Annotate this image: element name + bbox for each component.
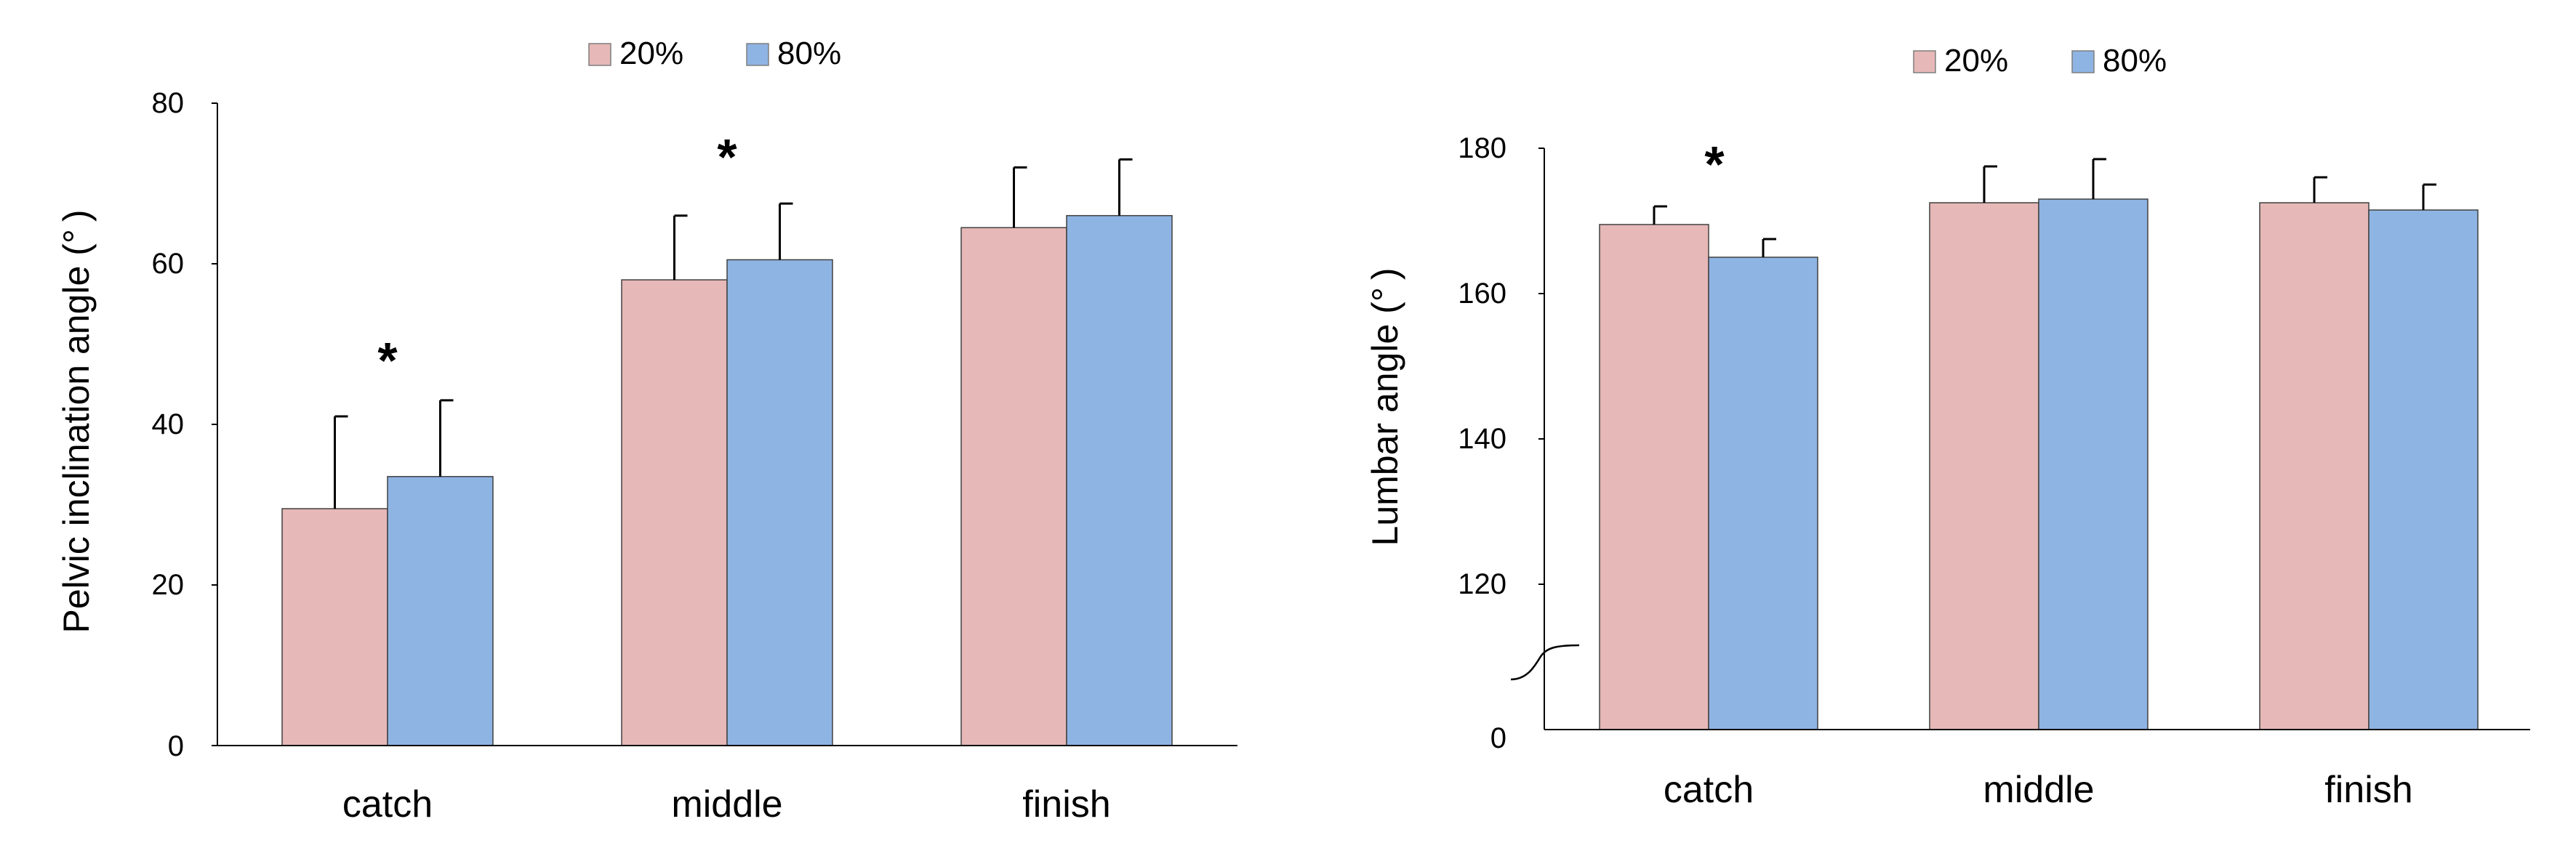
legend-label-80: 80% bbox=[777, 36, 841, 71]
bar-middle-20% bbox=[621, 279, 728, 746]
y-axis-title: Pelvic inclination angle (° ) bbox=[56, 209, 97, 633]
bar-middle-20% bbox=[1929, 202, 2039, 730]
y-tick-labels: 0 20 40 60 80 bbox=[152, 87, 185, 762]
error-bars bbox=[334, 158, 1133, 509]
error-bar bbox=[779, 202, 793, 260]
y-ticks bbox=[1538, 148, 1544, 585]
bar-catch-80% bbox=[387, 476, 494, 746]
error-bar bbox=[334, 415, 348, 509]
y-tick-label: 40 bbox=[152, 408, 185, 440]
legend-label-80: 80% bbox=[2103, 43, 2167, 78]
bar-catch-20% bbox=[1599, 224, 1709, 730]
y-tick-label: 160 bbox=[1458, 278, 1506, 310]
category-labels: catch middle finish bbox=[1664, 769, 2413, 811]
y-ticks bbox=[212, 102, 217, 746]
y-tick-label: 60 bbox=[152, 248, 185, 280]
bar-middle-80% bbox=[726, 259, 833, 746]
error-bar bbox=[1013, 166, 1027, 228]
category-label-finish: finish bbox=[2324, 769, 2412, 811]
category-label-catch: catch bbox=[342, 783, 433, 825]
legend-swatch-20 bbox=[588, 43, 611, 66]
bar-finish-80% bbox=[1066, 214, 1173, 746]
error-bar bbox=[2313, 176, 2327, 203]
category-label-middle: middle bbox=[1983, 769, 2094, 811]
bar-finish-80% bbox=[2368, 209, 2479, 730]
y-tick-labels: 0 120 140 160 180 bbox=[1458, 132, 1506, 754]
legend-swatch-80 bbox=[2071, 50, 2095, 73]
legend: 20% 80% bbox=[588, 36, 841, 71]
significance-marker: * bbox=[1704, 136, 1725, 193]
y-tick-label: 0 bbox=[168, 730, 184, 762]
category-label-middle: middle bbox=[671, 783, 782, 825]
significance-markers: * bbox=[1704, 136, 1725, 193]
legend: 20% 80% bbox=[1913, 43, 2167, 78]
bar-catch-20% bbox=[281, 508, 388, 746]
bar-catch-80% bbox=[1708, 257, 1818, 730]
error-bar bbox=[1118, 158, 1133, 216]
significance-markers: * * bbox=[377, 129, 737, 389]
y-tick-label: 180 bbox=[1458, 132, 1506, 164]
bar-finish-20% bbox=[960, 227, 1067, 746]
category-label-catch: catch bbox=[1664, 769, 1754, 811]
significance-marker: * bbox=[377, 332, 398, 389]
significance-marker: * bbox=[717, 129, 737, 185]
legend-swatch-80 bbox=[746, 43, 769, 66]
error-bar bbox=[2092, 158, 2106, 199]
error-bar bbox=[673, 214, 688, 280]
bar-middle-80% bbox=[2038, 198, 2148, 730]
legend-swatch-20 bbox=[1913, 50, 1936, 73]
y-tick-label: 120 bbox=[1458, 568, 1506, 600]
legend-label-20: 20% bbox=[1944, 43, 2008, 78]
y-tick-label: 20 bbox=[152, 569, 185, 601]
axis-break-mark bbox=[1510, 644, 1580, 681]
bar-finish-20% bbox=[2259, 202, 2370, 730]
bars bbox=[281, 214, 1173, 746]
error-bar bbox=[1653, 205, 1667, 225]
legend-label-20: 20% bbox=[619, 36, 683, 71]
category-label-finish: finish bbox=[1022, 783, 1110, 825]
category-labels: catch middle finish bbox=[342, 783, 1111, 825]
pelvic-chart: 20% 80% Pelvic inclination angle (° ) 0 … bbox=[56, 36, 1237, 825]
y-tick-label: 140 bbox=[1458, 423, 1506, 455]
y-tick-label: 80 bbox=[152, 87, 185, 119]
y-axis-title: Lumbar angle (° ) bbox=[1365, 268, 1405, 546]
error-bars bbox=[1653, 158, 2436, 257]
error-bar bbox=[2422, 183, 2436, 210]
error-bar bbox=[1762, 238, 1776, 257]
bars bbox=[1599, 198, 2479, 730]
error-bar bbox=[439, 399, 454, 477]
lumbar-chart: 20% 80% Lumbar angle (° ) 0 120 140 160 … bbox=[1365, 43, 2530, 811]
error-bar bbox=[1983, 165, 1997, 203]
y-tick-label: 0 bbox=[1490, 722, 1506, 754]
